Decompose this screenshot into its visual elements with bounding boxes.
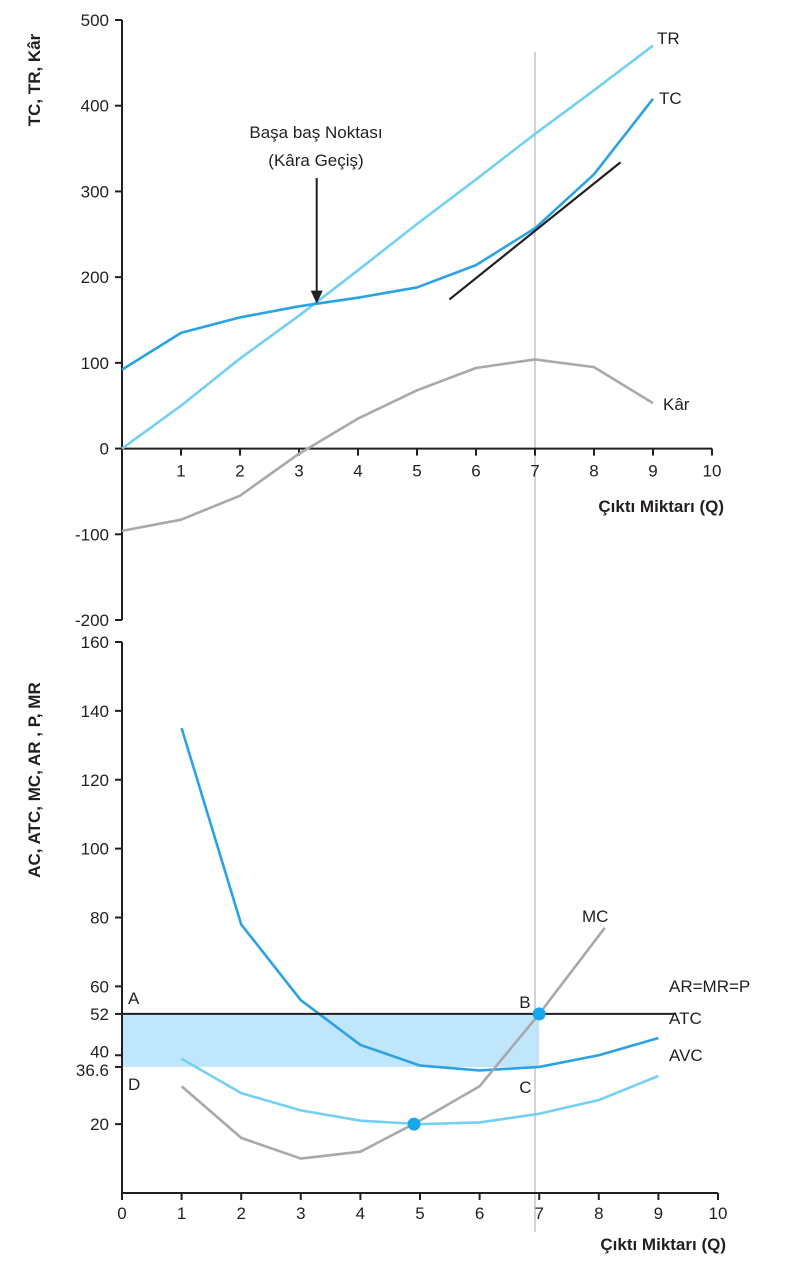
y-tick-label-bottom: 20	[90, 1115, 109, 1134]
x-tick-label-top: 1	[176, 462, 185, 481]
y-tick-label-top: 500	[81, 11, 109, 30]
y-tick-label-bottom: 40	[90, 1042, 109, 1061]
y-tick-label-top: 100	[81, 354, 109, 373]
x-tick-label-top: 9	[648, 462, 657, 481]
x-axis-title-top: Çıktı Miktarı (Q)	[598, 497, 724, 516]
y-tick-label-bottom: 120	[81, 771, 109, 790]
series-line-profit	[121, 358, 654, 533]
series-label-mc: MC	[582, 907, 608, 926]
y-axis-title-top: TC, TR, Kâr	[25, 33, 44, 126]
avc-min-marker	[407, 1117, 421, 1131]
x-tick-label-bottom: 3	[296, 1204, 305, 1223]
series-label-tc: TC	[659, 89, 682, 108]
x-tick-label-top: 6	[471, 462, 480, 481]
series-line-tr	[121, 44, 654, 450]
series-label-atc: ATC	[669, 1009, 702, 1028]
y-tick-label-bottom: 36.6	[76, 1061, 109, 1080]
point-label-a: A	[128, 989, 140, 1008]
y-tick-label-top: -200	[75, 611, 109, 630]
x-tick-label-top: 8	[589, 462, 598, 481]
series-line-tc	[121, 98, 655, 371]
x-axis-title-bottom: Çıktı Miktarı (Q)	[600, 1235, 726, 1254]
x-tick-label-bottom: 5	[415, 1204, 424, 1223]
x-tick-label-bottom: 2	[236, 1204, 245, 1223]
x-tick-label-top: 10	[703, 462, 722, 481]
point-marker-b	[532, 1007, 546, 1021]
series-line-atc	[180, 727, 659, 1072]
series-label-tr: TR	[657, 29, 680, 48]
tangent-line	[448, 161, 622, 301]
y-tick-label-top: 400	[81, 97, 109, 116]
point-label-c: C	[519, 1078, 531, 1097]
x-tick-label-bottom: 10	[709, 1204, 728, 1223]
series-line-mc	[180, 927, 606, 1160]
x-tick-label-top: 3	[294, 462, 303, 481]
series-label-profit: Kâr	[663, 395, 690, 414]
y-tick-label-bottom: 100	[81, 840, 109, 859]
point-label-b: B	[519, 993, 530, 1012]
y-tick-label-top: 0	[100, 440, 109, 459]
x-tick-label-bottom: 1	[177, 1204, 186, 1223]
y-tick-label-bottom: 52	[90, 1005, 109, 1024]
x-tick-label-top: 7	[530, 462, 539, 481]
y-tick-label-bottom: 80	[90, 909, 109, 928]
y-tick-label-top: 300	[81, 182, 109, 201]
x-tick-label-bottom: 8	[594, 1204, 603, 1223]
y-tick-label-bottom: 140	[81, 702, 109, 721]
x-tick-label-top: 5	[412, 462, 421, 481]
y-axis-title-bottom: AC, ATC, MC, AR , P, MR	[25, 682, 44, 878]
x-tick-label-bottom: 7	[534, 1204, 543, 1223]
y-tick-label-bottom: 160	[81, 633, 109, 652]
x-tick-label-bottom: 0	[117, 1204, 126, 1223]
annotation-arrow-head	[310, 290, 323, 304]
y-tick-label-top: 200	[81, 268, 109, 287]
annotation-line2: (Kâra Geçiş)	[268, 151, 363, 170]
x-tick-label-bottom: 9	[654, 1204, 663, 1223]
series-label-price: AR=MR=P	[669, 977, 750, 996]
series-label-avc: AVC	[669, 1046, 703, 1065]
x-tick-label-bottom: 6	[475, 1204, 484, 1223]
point-label-d: D	[128, 1075, 140, 1094]
series-line-avc	[180, 1057, 659, 1126]
y-tick-label-top: -100	[75, 525, 109, 544]
x-tick-label-top: 2	[235, 462, 244, 481]
x-tick-label-bottom: 4	[356, 1204, 365, 1223]
y-tick-label-bottom: 60	[90, 977, 109, 996]
x-tick-label-top: 4	[353, 462, 362, 481]
annotation-line1: Başa baş Noktası	[249, 123, 382, 142]
